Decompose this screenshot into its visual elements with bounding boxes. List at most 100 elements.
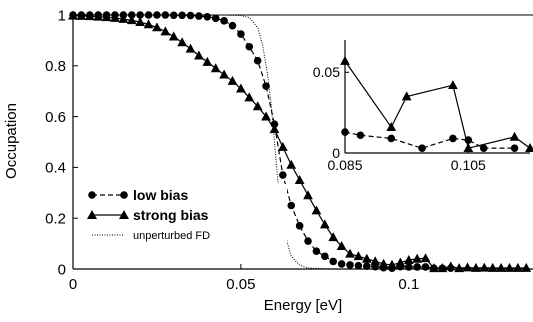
main-series <box>68 10 533 273</box>
inset-point-low-bias <box>356 131 365 140</box>
point-low-bias <box>211 14 220 23</box>
inset-point-low-bias <box>387 134 396 143</box>
legend-marker-strong-bias <box>87 210 97 219</box>
point-strong-bias <box>319 219 330 229</box>
point-strong-bias <box>294 174 305 184</box>
point-strong-bias <box>521 262 532 272</box>
point-strong-bias <box>513 262 523 272</box>
point-low-bias <box>337 260 346 268</box>
point-low-bias <box>253 56 262 65</box>
inset-series-line-low-bias <box>344 131 515 149</box>
point-strong-bias <box>403 254 414 264</box>
point-low-bias <box>304 237 312 245</box>
legend-marker-strong-bias <box>119 210 129 219</box>
inset-x-tick-label: 0.085 <box>327 157 362 173</box>
point-strong-bias <box>93 11 104 21</box>
inset-point-low-bias <box>449 134 457 143</box>
point-strong-bias <box>135 16 146 26</box>
point-strong-bias <box>479 262 490 272</box>
legend-label-strong-bias: strong bias <box>133 207 209 223</box>
point-strong-bias <box>387 259 397 269</box>
point-strong-bias <box>370 256 381 266</box>
point-strong-bias <box>454 263 465 273</box>
point-low-bias <box>321 252 329 261</box>
point-strong-bias <box>378 258 389 268</box>
inset-ticks: 0.085 0.105 0 0.05 <box>313 64 486 173</box>
point-low-bias <box>144 11 153 19</box>
inset-y-tick-label: 0 <box>332 145 340 161</box>
point-low-bias <box>404 263 413 271</box>
legend-entry-unperturbed-fd: unperturbed FD <box>92 230 210 242</box>
point-strong-bias <box>269 124 280 134</box>
point-strong-bias <box>286 159 297 169</box>
point-strong-bias <box>437 263 448 273</box>
point-strong-bias <box>420 253 431 263</box>
point-strong-bias <box>118 13 129 23</box>
legend-marker-low-bias <box>120 191 128 199</box>
point-low-bias <box>295 222 304 230</box>
point-strong-bias <box>445 261 456 271</box>
point-strong-bias <box>143 19 154 29</box>
point-low-bias <box>136 11 144 19</box>
point-strong-bias <box>185 43 196 53</box>
inset-point-strong-bias <box>463 143 474 153</box>
point-strong-bias <box>336 241 347 250</box>
y-tick-label: 0.4 <box>45 160 66 177</box>
point-low-bias <box>237 30 245 38</box>
point-low-bias <box>279 171 287 179</box>
legend: low bias strong bias unperturbed FD <box>82 184 287 264</box>
point-strong-bias <box>160 26 171 36</box>
inset-point-low-bias <box>479 144 488 152</box>
point-strong-bias <box>429 263 439 273</box>
point-strong-bias <box>471 262 481 272</box>
point-strong-bias <box>68 10 78 20</box>
point-strong-bias <box>177 37 187 47</box>
point-strong-bias <box>412 253 423 263</box>
point-strong-bias <box>277 141 288 151</box>
x-tick-label: 0 <box>69 276 77 293</box>
legend-entry-strong-bias: strong bias <box>87 207 209 223</box>
x-tick-label: 0.1 <box>398 276 419 293</box>
point-strong-bias <box>311 205 322 215</box>
point-low-bias <box>153 11 161 19</box>
point-low-bias <box>362 262 371 271</box>
point-low-bias <box>413 263 421 271</box>
legend-label-unperturbed-fd: unperturbed FD <box>133 230 210 242</box>
inset-point-strong-bias <box>448 80 458 90</box>
point-strong-bias <box>353 251 364 261</box>
point-strong-bias <box>244 92 255 102</box>
x-axis-label: Energy [eV] <box>264 297 342 314</box>
point-strong-bias <box>496 262 506 272</box>
point-strong-bias <box>84 11 95 21</box>
y-tick-label: 0 <box>58 261 66 278</box>
inset-y-tick-label: 0.05 <box>313 64 340 80</box>
inset-point-low-bias <box>418 144 426 152</box>
y-tick-label: 0.2 <box>45 210 66 227</box>
point-low-bias <box>186 11 195 20</box>
point-strong-bias <box>504 262 515 272</box>
point-strong-bias <box>101 12 112 22</box>
y-tick-label: 1 <box>58 7 66 24</box>
point-low-bias <box>161 11 170 19</box>
inset-background <box>344 40 526 155</box>
point-low-bias <box>203 12 212 21</box>
x-tick-label: 0.05 <box>226 276 255 293</box>
point-low-bias <box>228 21 237 30</box>
inset-series <box>340 55 533 153</box>
point-low-bias <box>220 17 228 25</box>
point-strong-bias <box>487 262 498 272</box>
point-strong-bias <box>152 22 162 32</box>
inset-point-low-bias <box>510 144 519 152</box>
point-strong-bias <box>303 190 313 200</box>
inset-point-strong-bias <box>386 122 397 132</box>
main-plot: 0 0.05 0.1 0 0.2 0.4 0.6 0.8 1 Energy [eV] Occup… <box>3 7 533 314</box>
point-strong-bias <box>328 232 339 242</box>
inset-point-strong-bias <box>340 55 350 65</box>
point-strong-bias <box>462 262 473 272</box>
point-strong-bias <box>76 10 87 20</box>
point-strong-bias <box>345 248 355 258</box>
point-low-bias <box>169 11 178 20</box>
point-strong-bias <box>202 56 213 66</box>
y-tick-label: 0.6 <box>45 109 66 126</box>
point-strong-bias <box>252 101 263 111</box>
